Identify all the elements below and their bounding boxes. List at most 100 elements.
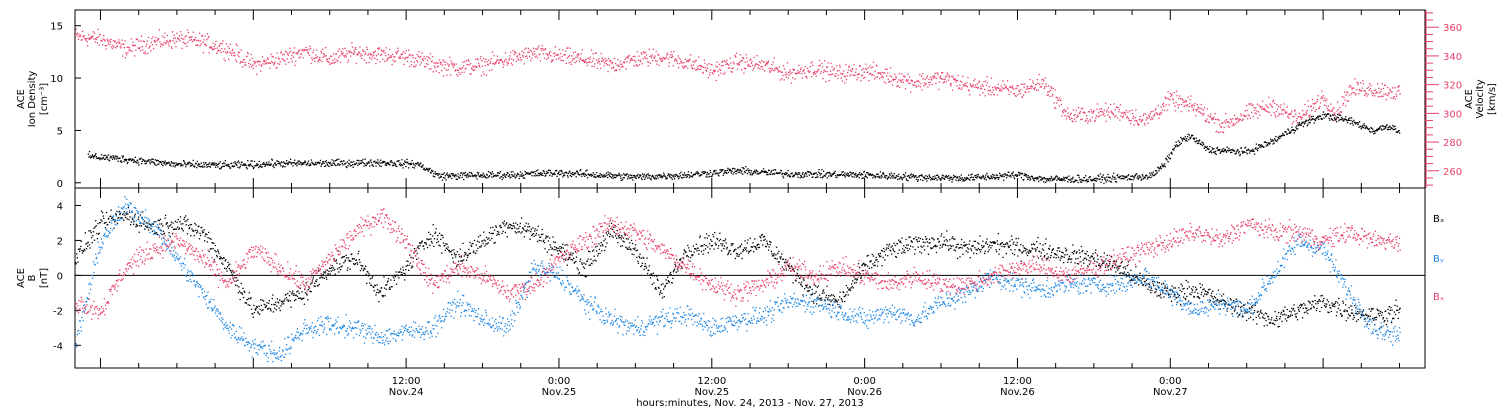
density-point bbox=[522, 177, 524, 179]
density-point bbox=[1005, 174, 1007, 176]
density-point bbox=[553, 172, 555, 174]
density-point bbox=[160, 162, 162, 164]
velocity-point bbox=[289, 47, 291, 49]
velocity-point bbox=[1132, 117, 1134, 119]
velocity-point bbox=[471, 68, 473, 70]
velocity-point bbox=[358, 51, 360, 53]
velocity-point bbox=[1171, 93, 1173, 95]
density-point bbox=[780, 170, 782, 172]
velocity-point bbox=[523, 63, 525, 65]
density-point bbox=[279, 163, 281, 165]
velocity-point bbox=[879, 72, 881, 74]
density-point bbox=[1294, 130, 1296, 132]
velocity-point bbox=[1121, 112, 1123, 114]
density-point bbox=[459, 174, 461, 176]
velocity-point bbox=[128, 49, 130, 51]
velocity-point bbox=[1389, 88, 1391, 90]
density-point bbox=[1302, 125, 1304, 128]
density-point bbox=[728, 168, 730, 171]
velocity-point bbox=[107, 40, 109, 42]
velocity-point bbox=[1303, 113, 1306, 116]
velocity-point bbox=[596, 59, 598, 61]
velocity-point bbox=[369, 52, 371, 55]
density-point bbox=[1214, 152, 1216, 155]
bx-point bbox=[136, 224, 139, 227]
velocity-point bbox=[901, 73, 903, 75]
density-point bbox=[468, 174, 470, 176]
velocity-point bbox=[264, 63, 266, 65]
velocity-point bbox=[566, 57, 568, 59]
density-point bbox=[637, 173, 639, 175]
velocity-point bbox=[896, 81, 899, 83]
density-point bbox=[333, 160, 335, 162]
velocity-point bbox=[707, 77, 709, 79]
velocity-point bbox=[954, 79, 956, 81]
density-point bbox=[656, 175, 659, 177]
density-point bbox=[247, 160, 249, 162]
velocity-point bbox=[895, 75, 897, 78]
velocity-point bbox=[733, 63, 735, 65]
density-point bbox=[1275, 135, 1277, 138]
velocity-point bbox=[746, 57, 748, 59]
velocity-point bbox=[455, 69, 457, 71]
density-point bbox=[901, 179, 903, 181]
density-point bbox=[1307, 119, 1310, 121]
density-point bbox=[1299, 123, 1301, 125]
velocity-point bbox=[491, 51, 493, 53]
density-point bbox=[1099, 173, 1102, 175]
bx-point bbox=[187, 218, 189, 220]
velocity-point bbox=[848, 66, 850, 68]
bx-point bbox=[93, 227, 95, 229]
density-point bbox=[89, 155, 91, 157]
velocity-point bbox=[802, 70, 805, 72]
density-tick-label: 15 bbox=[50, 22, 63, 33]
density-point bbox=[1220, 150, 1223, 153]
density-point bbox=[356, 162, 358, 164]
velocity-point bbox=[751, 64, 754, 66]
density-point bbox=[1396, 131, 1398, 134]
velocity-point bbox=[377, 47, 379, 50]
density-point bbox=[1009, 175, 1011, 177]
density-point bbox=[121, 155, 123, 157]
density-point bbox=[503, 174, 505, 176]
density-point bbox=[138, 164, 140, 166]
velocity-point bbox=[246, 55, 248, 57]
velocity-point bbox=[718, 63, 720, 66]
velocity-point bbox=[704, 62, 706, 64]
velocity-point bbox=[1041, 83, 1044, 85]
density-point bbox=[444, 177, 446, 179]
velocity-point bbox=[394, 60, 397, 62]
density-point bbox=[773, 173, 776, 175]
velocity-point bbox=[810, 62, 812, 64]
velocity-point bbox=[687, 60, 689, 63]
velocity-point bbox=[299, 49, 301, 51]
velocity-point bbox=[1364, 90, 1366, 92]
velocity-point bbox=[1053, 102, 1055, 104]
density-point bbox=[1195, 141, 1197, 143]
velocity-point bbox=[288, 52, 291, 54]
density-point bbox=[447, 176, 449, 179]
density-point bbox=[449, 176, 451, 178]
velocity-point bbox=[1113, 103, 1115, 105]
density-point bbox=[1384, 126, 1386, 128]
velocity-point bbox=[1355, 93, 1357, 95]
density-point bbox=[504, 175, 506, 177]
density-point bbox=[687, 171, 690, 173]
density-point bbox=[847, 174, 849, 177]
velocity-point bbox=[503, 61, 505, 63]
velocity-point bbox=[857, 73, 860, 75]
density-point bbox=[535, 175, 537, 177]
velocity-point bbox=[558, 58, 560, 60]
velocity-point bbox=[882, 77, 884, 79]
velocity-point bbox=[493, 55, 495, 57]
density-point bbox=[1115, 178, 1117, 180]
density-point bbox=[1336, 116, 1338, 118]
velocity-point bbox=[441, 64, 444, 66]
velocity-point bbox=[773, 70, 775, 72]
velocity-point bbox=[1191, 106, 1193, 108]
velocity-point bbox=[1217, 131, 1220, 134]
velocity-point bbox=[876, 65, 878, 67]
density-point bbox=[1154, 174, 1156, 176]
